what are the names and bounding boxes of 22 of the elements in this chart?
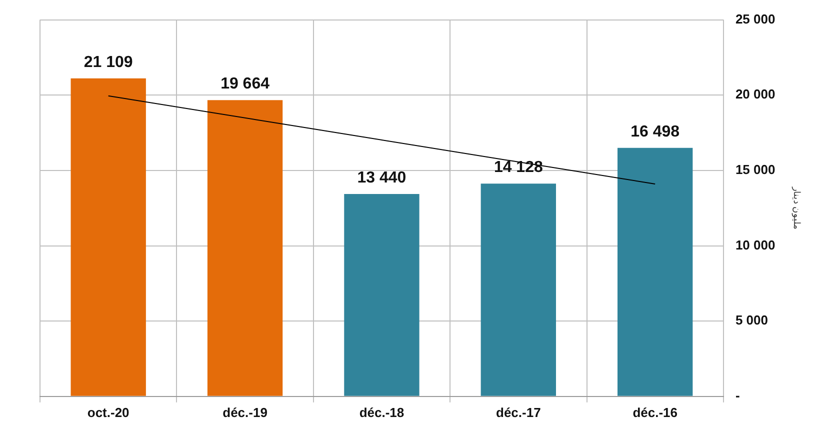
x-tick-label: déc.-17	[496, 404, 541, 420]
bar	[207, 100, 283, 396]
y-tick-label: -	[735, 388, 740, 403]
y-tick-label: 10 000	[735, 237, 776, 252]
y-tick-label: 15 000	[735, 162, 776, 178]
data-label: 16 498	[630, 123, 680, 140]
x-tick-label: déc.-18	[359, 404, 404, 420]
bar	[344, 194, 420, 396]
bar	[70, 78, 146, 396]
x-tick-label: oct.-20	[87, 404, 130, 420]
data-label: 14 128	[494, 158, 543, 176]
x-tick-label: déc.-19	[222, 404, 268, 420]
data-label: 21 109	[84, 54, 133, 71]
data-label: 13 440	[357, 169, 406, 186]
bar	[480, 184, 556, 396]
y-tick-label: 25 000	[735, 11, 776, 26]
y-axis-title: مليون دينار	[791, 186, 802, 230]
y-tick-label: 5 000	[735, 312, 768, 328]
x-tick-label: déc.-16	[632, 404, 678, 420]
bar	[618, 148, 693, 396]
data-label: 19 664	[220, 76, 270, 93]
y-tick-label: 20 000	[735, 86, 776, 102]
